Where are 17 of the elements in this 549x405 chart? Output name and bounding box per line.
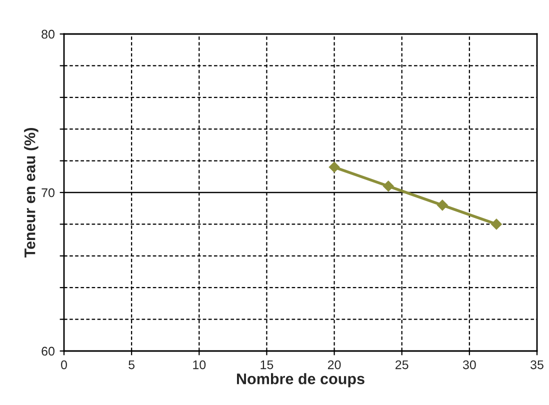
x-tick-label: 15 <box>260 360 274 370</box>
x-tick-label: 0 <box>61 360 67 370</box>
point <box>436 200 448 211</box>
x-axis-title: Nombre de coups <box>237 373 364 388</box>
x-tick-label: 25 <box>396 360 408 370</box>
x-tick-label: 20 <box>328 360 341 370</box>
y-tick-label: 60 <box>42 346 54 356</box>
y-tick-label: 70 <box>42 188 54 198</box>
point <box>328 162 340 173</box>
x-tick-label: 30 <box>462 360 476 370</box>
point <box>491 218 502 230</box>
point <box>382 180 394 192</box>
y-axis-title: Teneur en eau (%) <box>24 128 38 258</box>
x-tick-label: 35 <box>530 360 544 370</box>
y-tick-label: 80 <box>42 30 54 39</box>
x-tick-label: 10 <box>193 360 206 370</box>
x-tick-label: 5 <box>128 360 135 370</box>
